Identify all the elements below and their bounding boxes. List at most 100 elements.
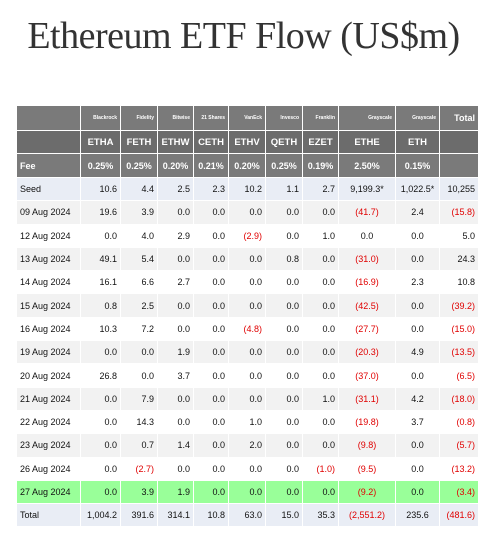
flow-cell: 0.0: [265, 293, 303, 318]
total-row: Total 1,004.2 391.6 314.1 10.8 63.0 15.0 35.3 (2…: [16, 503, 479, 528]
flow-cell: (20.3): [338, 340, 396, 365]
flow-cell: 0.0: [80, 223, 121, 248]
table-row: 13 Aug 2024 49.1 5.4 0.0 0.0 0.0 0.8 0.0 (31.0) 0…: [16, 246, 479, 272]
flow-cell: 26.8: [80, 363, 121, 388]
flow-cell: 0.0: [302, 340, 339, 365]
flow-cell: 0.8: [80, 293, 121, 318]
issuer-name: Franklin: [302, 105, 339, 131]
flow-cell: 0.0: [193, 479, 229, 505]
row-label: 20 Aug 2024: [16, 363, 81, 388]
row-total-cell: 24.3: [439, 246, 479, 272]
flow-cell: 0.0: [157, 316, 194, 342]
flow-cell: 2.0: [228, 433, 266, 458]
row-total-cell: (18.0): [439, 386, 479, 411]
table-row: 12 Aug 2024 0.0 4.0 2.9 0.0 (2.9) 0.0 1.0 0.0 0.0…: [16, 223, 479, 248]
row-label: 27 Aug 2024: [16, 479, 81, 505]
row-total-cell: (0.8): [439, 409, 479, 435]
flow-cell: 0.0: [302, 293, 339, 318]
row-total-cell: (5.7): [439, 433, 479, 458]
flow-cell: 0.0: [228, 246, 266, 272]
row-label: 19 Aug 2024: [16, 340, 81, 365]
corner-cell: [16, 105, 81, 131]
flow-cell: (31.0): [338, 246, 396, 272]
flow-cell: 16.1: [80, 270, 121, 295]
ticker: CETH: [193, 130, 229, 154]
flow-cell: 1.0: [302, 223, 339, 248]
fee-value: 0.21%: [193, 153, 229, 178]
flow-cell: 0.0: [228, 340, 266, 365]
table-row: 16 Aug 2024 10.3 7.2 0.0 0.0 (4.8) 0.0 0.0 (27.7…: [16, 316, 479, 342]
table-row: 22 Aug 2024 0.0 14.3 0.0 0.0 1.0 0.0 0.0 (19.8) 3…: [16, 409, 479, 435]
flow-cell: 5.4: [120, 246, 158, 272]
fee-value: 2.50%: [338, 153, 396, 178]
corner-cell: [16, 130, 81, 154]
table-row: 27 Aug 2024 0.0 3.9 1.9 0.0 0.0 0.0 0.0 (9.2) 0.0…: [16, 479, 479, 505]
ticker: ETHA: [80, 130, 121, 154]
etf-flow-table: Blackrock Fidelity Bitwise 21 Shares Van…: [16, 105, 479, 528]
issuer-name: 21 Shares: [193, 105, 229, 131]
flow-cell: 0.0: [120, 363, 158, 388]
corner-cell: [439, 153, 479, 178]
flow-cell: (37.0): [338, 363, 396, 388]
flow-cell: 0.0: [193, 363, 229, 388]
flow-cell: 0.0: [395, 479, 440, 505]
flow-cell: 0.0: [80, 386, 121, 411]
row-total-cell: (481.6): [439, 503, 479, 528]
fee-label: Fee: [16, 153, 81, 178]
flow-cell: (19.8): [338, 409, 396, 435]
flow-cell: 0.0: [193, 433, 229, 458]
flow-cell: 1.4: [157, 433, 194, 458]
issuer-name: Grayscale: [338, 105, 396, 131]
flow-cell: 9,199.3*: [338, 176, 396, 202]
flow-cell: 0.7: [120, 433, 158, 458]
flow-cell: 0.0: [395, 246, 440, 272]
issuer-name: Grayscale: [395, 105, 440, 131]
fee-value: 0.25%: [265, 153, 303, 178]
flow-cell: 3.7: [157, 363, 194, 388]
fee-value: 0.25%: [120, 153, 158, 178]
flow-cell: 63.0: [228, 503, 266, 528]
flow-cell: 0.0: [157, 456, 194, 481]
flow-cell: 0.0: [193, 293, 229, 318]
row-label: 26 Aug 2024: [16, 456, 81, 481]
flow-cell: 1.9: [157, 479, 194, 505]
row-total-cell: 10,255: [439, 176, 479, 202]
ticker: QETH: [265, 130, 303, 154]
flow-cell: 0.0: [302, 246, 339, 272]
flow-cell: 0.0: [265, 200, 303, 225]
flow-cell: (16.9): [338, 270, 396, 295]
row-total-cell: (3.4): [439, 479, 479, 505]
flow-cell: 0.0: [395, 456, 440, 481]
row-label: Total: [16, 503, 81, 528]
table-row: 14 Aug 2024 16.1 6.6 2.7 0.0 0.0 0.0 0.0 (16.9) 2…: [16, 270, 479, 295]
table-row: 26 Aug 2024 0.0 (2.7) 0.0 0.0 0.0 0.0 (1.0) (9.5…: [16, 456, 479, 481]
row-label: 16 Aug 2024: [16, 316, 81, 342]
table-row: 21 Aug 2024 0.0 7.9 0.0 0.0 0.0 0.0 1.0 (31.1) 4.…: [16, 386, 479, 411]
flow-cell: 0.0: [302, 270, 339, 295]
flow-cell: 0.0: [395, 433, 440, 458]
flow-cell: (9.8): [338, 433, 396, 458]
flow-cell: 2.9: [157, 223, 194, 248]
flow-cell: 0.0: [265, 316, 303, 342]
row-total-cell: (13.2): [439, 456, 479, 481]
flow-cell: 3.9: [120, 200, 158, 225]
row-total-cell: (13.5): [439, 340, 479, 365]
flow-cell: 0.0: [302, 479, 339, 505]
row-label: 15 Aug 2024: [16, 293, 81, 318]
row-label: 09 Aug 2024: [16, 200, 81, 225]
flow-cell: 35.3: [302, 503, 339, 528]
flow-cell: 0.0: [265, 386, 303, 411]
flow-cell: 0.0: [193, 270, 229, 295]
flow-cell: 7.2: [120, 316, 158, 342]
table-row: 19 Aug 2024 0.0 0.0 1.9 0.0 0.0 0.0 0.0 (20.3) 4.…: [16, 340, 479, 365]
table-row: 15 Aug 2024 0.8 2.5 0.0 0.0 0.0 0.0 0.0 (42.5) 0.…: [16, 293, 479, 318]
issuer-name: Blackrock: [80, 105, 121, 131]
fee-row: Fee 0.25% 0.25% 0.20% 0.21% 0.20% 0.25% …: [16, 153, 479, 178]
table-row: 20 Aug 2024 26.8 0.0 3.7 0.0 0.0 0.0 0.0 (37.0) 0…: [16, 363, 479, 388]
flow-cell: 1.9: [157, 340, 194, 365]
flow-cell: 0.0: [302, 200, 339, 225]
flow-cell: 0.0: [228, 456, 266, 481]
row-total-cell: (6.5): [439, 363, 479, 388]
flow-cell: 0.0: [228, 293, 266, 318]
flow-cell: 0.0: [302, 409, 339, 435]
